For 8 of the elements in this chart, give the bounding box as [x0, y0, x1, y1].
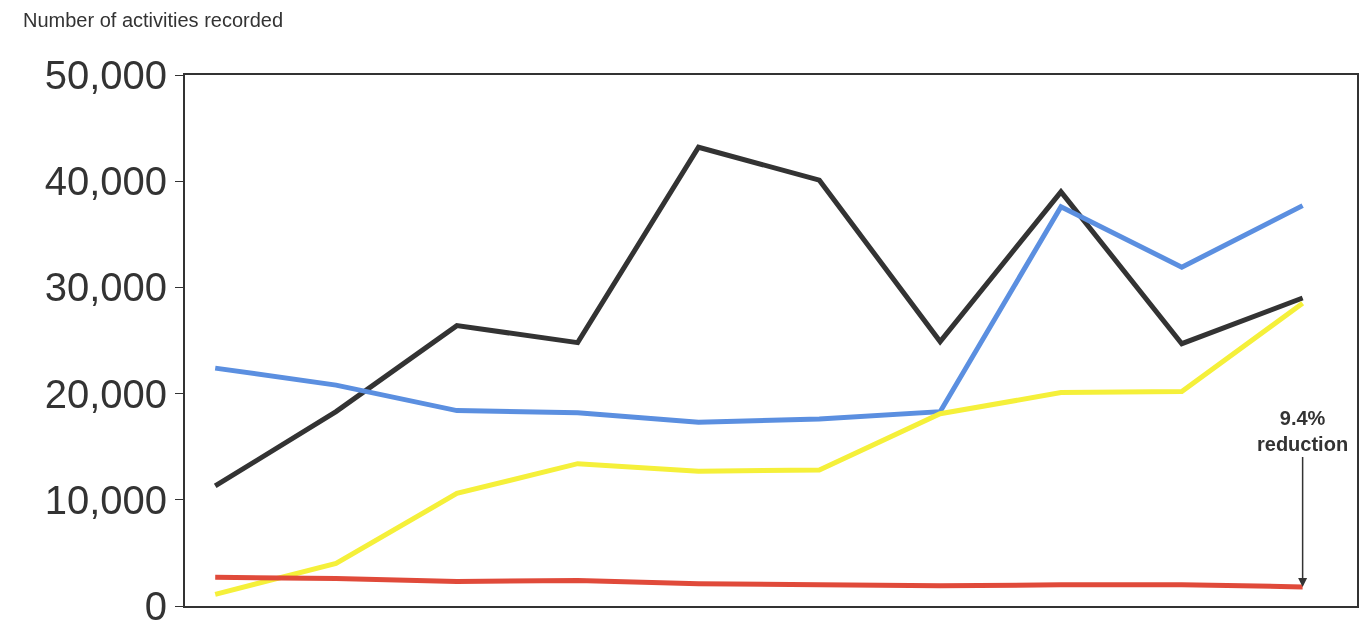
y-tick-label: 50,000: [44, 53, 167, 97]
y-tick-label: 40,000: [44, 159, 167, 204]
annotation: 9.4% reduction: [1257, 407, 1349, 455]
y-tick-label: 0: [144, 584, 167, 628]
y-tick-label: 20,000: [44, 371, 167, 416]
y-tick-label: 30,000: [44, 265, 167, 310]
y-axis-title: Number of activities recorded: [23, 9, 284, 31]
y-tick-label: 10,000: [44, 477, 167, 522]
